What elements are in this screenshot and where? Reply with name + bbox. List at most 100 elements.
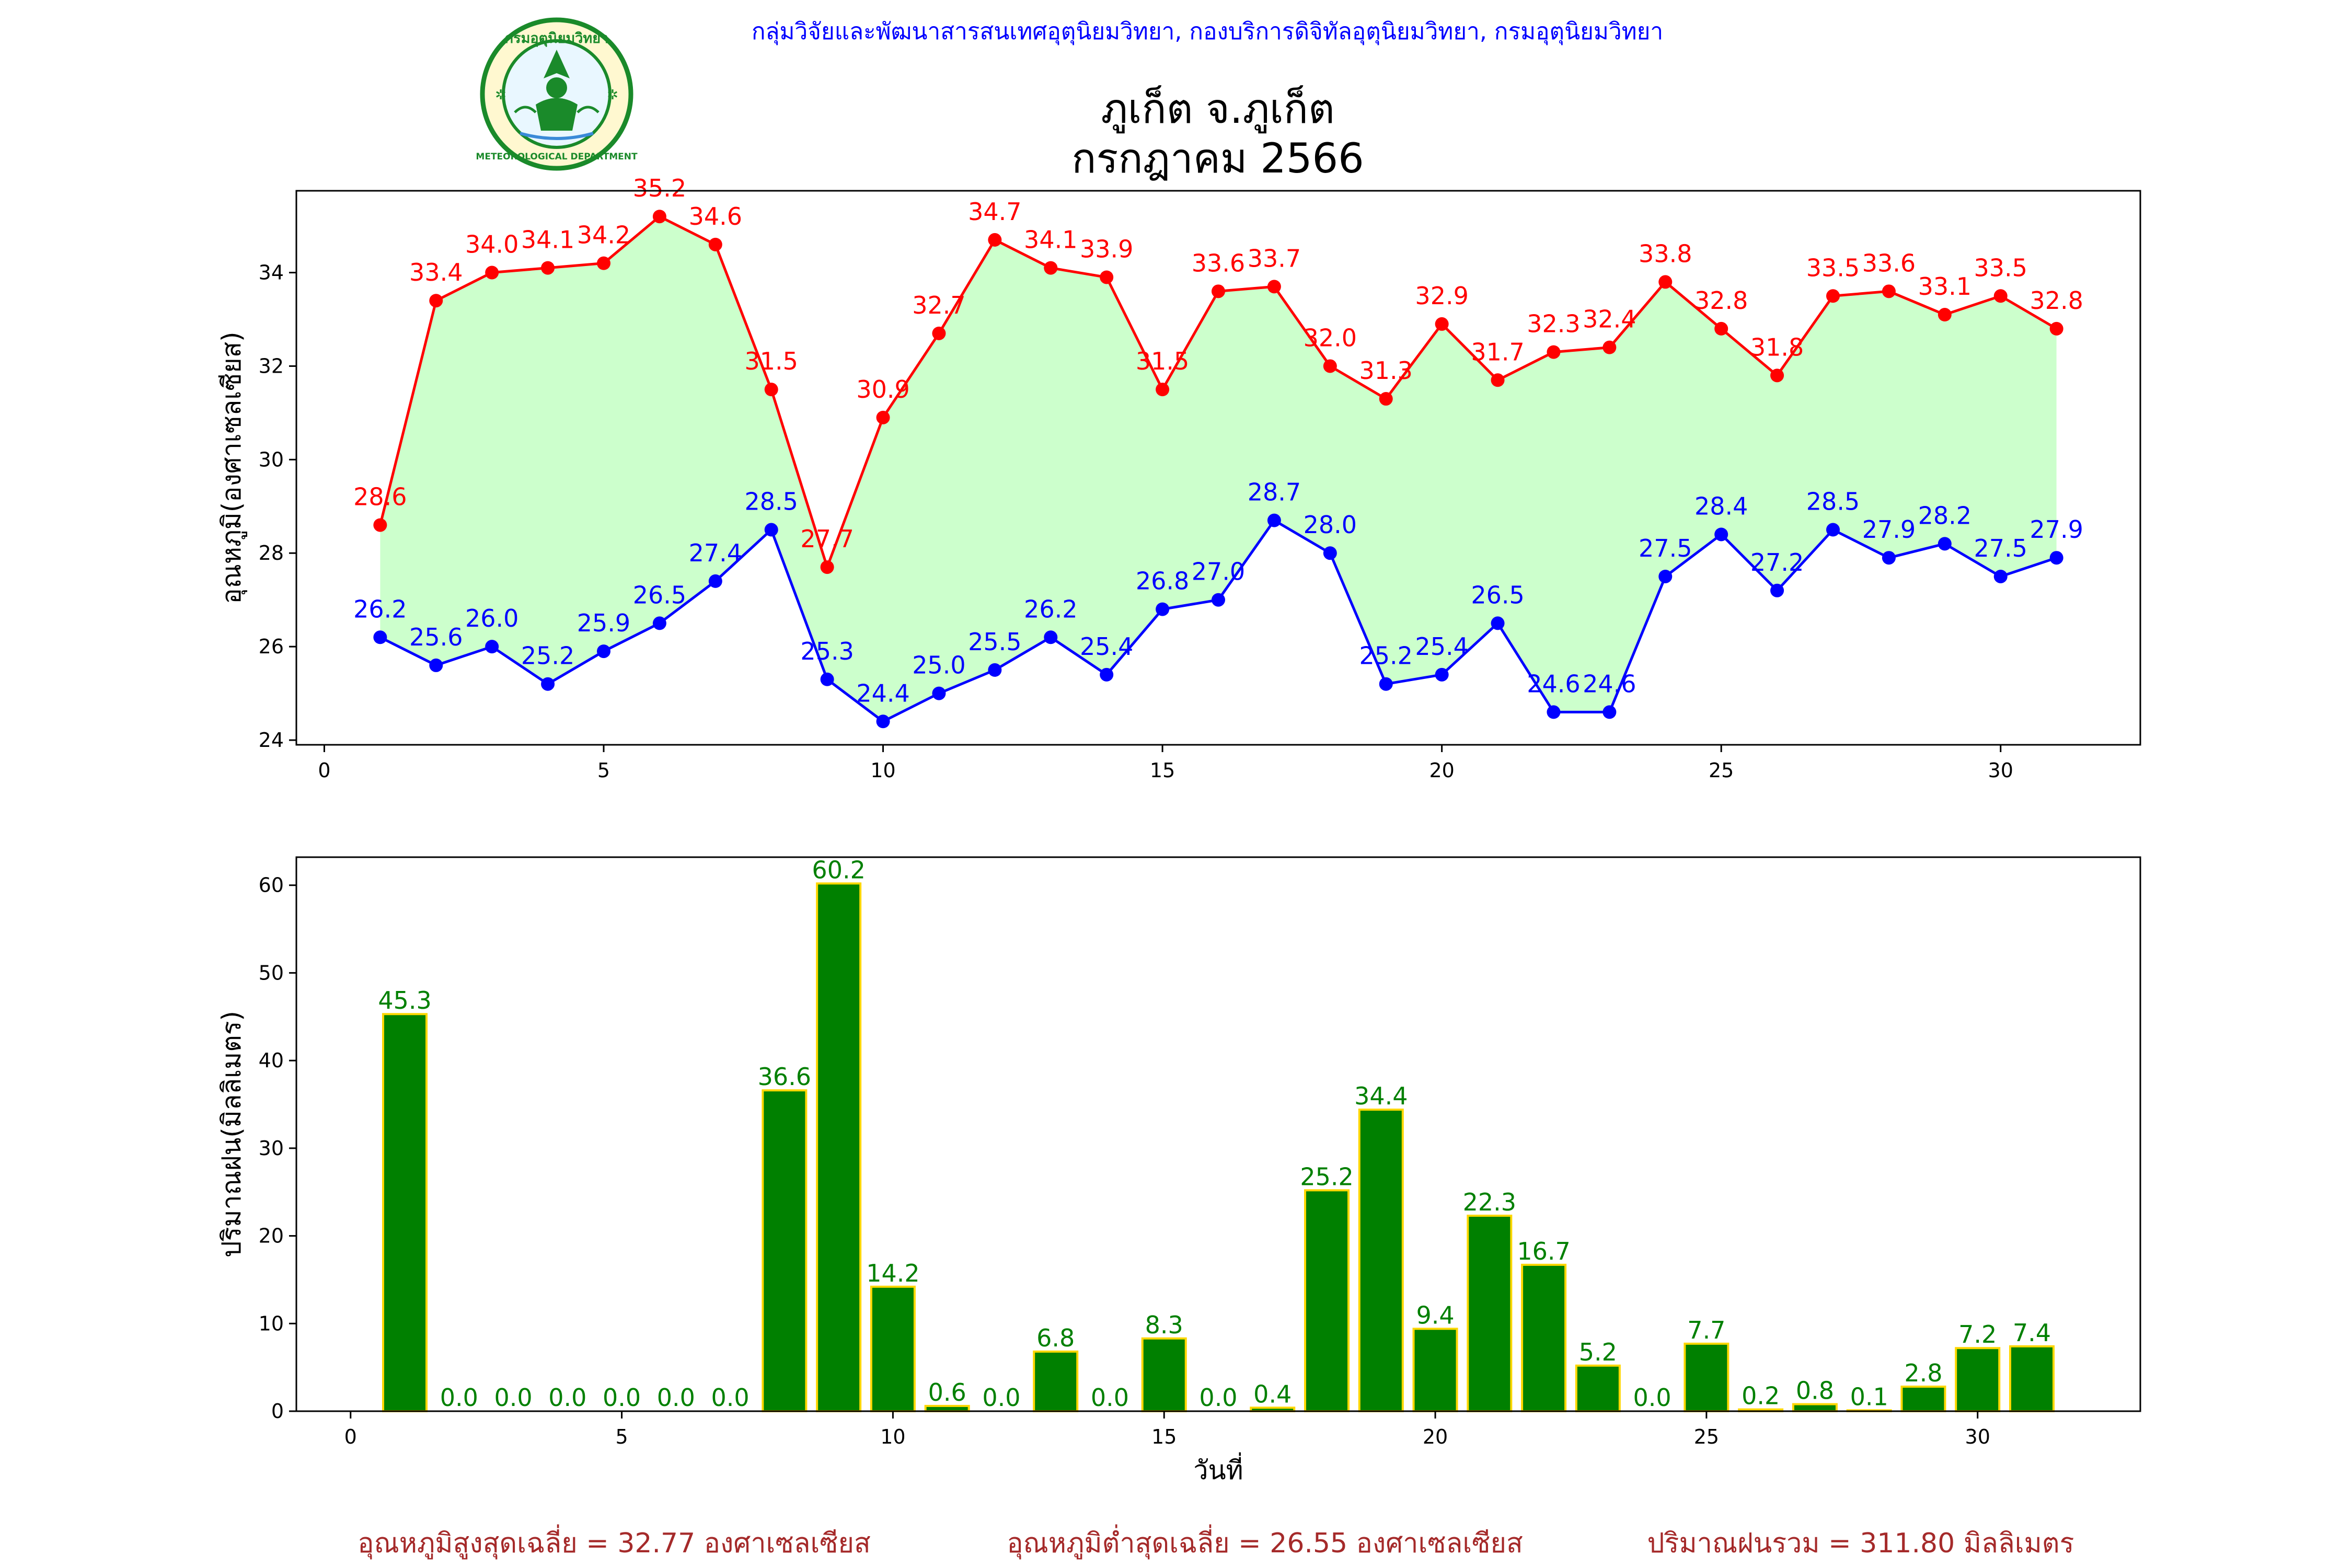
rain-bar [1900, 1386, 1946, 1413]
tmax-point [1658, 275, 1673, 289]
rain-bar [1304, 1189, 1350, 1413]
tmin-point [373, 630, 387, 644]
tmax-point [2049, 321, 2063, 336]
tmin-point [988, 663, 1002, 677]
tmax-data-label: 32.0 [1304, 324, 1357, 352]
rain-bar [924, 1404, 970, 1413]
tmin-data-label: 26.5 [1471, 581, 1524, 609]
tmax-point [1267, 280, 1281, 294]
tmin-point [1267, 513, 1281, 527]
rain-data-label: 25.2 [1300, 1162, 1353, 1191]
tmin-point [820, 672, 834, 686]
tmax-data-label: 34.1 [1024, 226, 1077, 254]
tmin-data-label: 26.2 [353, 595, 407, 623]
tmax-data-label: 33.6 [1862, 249, 1916, 277]
tmin-point [2049, 551, 2063, 565]
tmax-point [1212, 284, 1225, 298]
rain-data-label: 16.7 [1517, 1237, 1570, 1265]
rain-bar [1141, 1337, 1187, 1413]
tmax-data-label: 32.7 [912, 291, 965, 319]
y-tick-label: 28 [259, 541, 284, 564]
y-tick-label: 60 [259, 874, 284, 897]
x-tick-label: 15 [1151, 1425, 1177, 1448]
y-tick-label: 0 [271, 1400, 284, 1423]
tmax-data-label: 33.6 [1192, 249, 1245, 277]
rain-bar [762, 1089, 808, 1412]
tmin-point [1156, 602, 1170, 616]
tmin-data-label: 25.3 [800, 637, 854, 665]
x-tick-label: 30 [1965, 1425, 1990, 1448]
tmin-point [708, 574, 722, 588]
tmin-data-label: 25.2 [1359, 642, 1413, 670]
rain-data-label: 0.6 [928, 1378, 966, 1406]
rain-data-label: 0.1 [1850, 1382, 1888, 1411]
y-tick-label: 30 [259, 1137, 284, 1160]
tmax-point [597, 256, 610, 270]
tmin-data-label: 25.0 [912, 651, 965, 679]
tmax-point [1547, 345, 1561, 359]
y-tick-label: 10 [259, 1312, 284, 1335]
org-line: กลุ่มวิจัยและพัฒนาสารสนเทศอุตุนิยมวิทยา,… [752, 18, 1663, 45]
temperature-chart: 28.633.434.0 34.1 34.235.234.631.527.730.9… [216, 174, 2141, 782]
y-tick-label: 34 [259, 261, 284, 284]
rain-data-label: 5.2 [1579, 1338, 1617, 1366]
tmin-data-label: 27.5 [1974, 534, 2027, 562]
tmax-point [708, 237, 722, 251]
rain-data-label: 34.4 [1354, 1082, 1408, 1110]
tmin-data-label: 24.6 [1527, 670, 1580, 698]
tmax-data-label: 33.9 [1080, 235, 1133, 263]
tmin-data-label: 27.9 [1862, 515, 1916, 544]
tmin-point [764, 523, 778, 537]
tmin-point [1938, 537, 1952, 551]
tmax-point [876, 410, 890, 424]
svg-text:✲: ✲ [607, 87, 618, 103]
tmax-data-label: 32.8 [2030, 286, 2083, 315]
tmin-data-label: 26.8 [1136, 567, 1189, 595]
rain-bar [1684, 1342, 1730, 1413]
rain-bar [1033, 1350, 1079, 1413]
tmax-point [988, 233, 1002, 247]
tmax-point [1323, 359, 1337, 373]
tmin-point [1379, 677, 1393, 691]
x-tick-label: 25 [1709, 759, 1734, 782]
y-tick-label: 32 [259, 354, 284, 377]
tmax-point [1491, 373, 1505, 387]
tmax-point [1938, 308, 1952, 322]
tmax-data-label: 34.6 [689, 202, 742, 230]
tmax-data-label: 33.4 [409, 258, 463, 286]
tmax-point [1100, 270, 1114, 284]
rain-data-label: 7.4 [2013, 1319, 2051, 1347]
rain-data-label: 0.0 [1091, 1383, 1129, 1412]
tmin-point [1993, 569, 2008, 583]
temperature-range-fill [380, 216, 2057, 722]
tmin-point [1770, 583, 1784, 597]
rain-data-label: 2.8 [1904, 1359, 1942, 1387]
tmin-point [1658, 569, 1673, 583]
tmin-point [1826, 523, 1840, 537]
tmax-data-label: 31.7 [1471, 338, 1524, 366]
rain-data-label: 14.2 [866, 1259, 919, 1287]
tmax-data-label: 34.2 [577, 221, 630, 249]
rain-data-label: 0.0 [1199, 1383, 1237, 1412]
x-tick-label: 20 [1429, 759, 1454, 782]
rain-data-label: 0.0 [440, 1383, 478, 1412]
rainfall-y-axis-label: ปริมาณฝน(มิลลิเมตร) [216, 1011, 247, 1258]
rain-data-label: 8.3 [1145, 1311, 1183, 1339]
tmin-data-label: 26.2 [1024, 595, 1077, 623]
tmin-data-label: 26.0 [465, 604, 518, 632]
y-tick-label: 40 [259, 1049, 284, 1072]
y-tick-label: 30 [259, 448, 284, 471]
rain-data-label: 0.2 [1742, 1382, 1780, 1410]
temperature-plot-frame [295, 190, 2141, 746]
footer-total-rainfall: ปริมาณฝนรวม = 311.80 มิลลิเมตร [1647, 1528, 2074, 1559]
rain-bar [1955, 1347, 2001, 1412]
rain-bar [2009, 1345, 2055, 1412]
tmax-data-label: 33.5 [1974, 253, 2027, 282]
tmin-data-label: 28.5 [745, 488, 798, 516]
tmax-point [1882, 284, 1896, 298]
tmax-data-label: 34.7 [968, 198, 1021, 226]
rain-data-label: 9.4 [1416, 1301, 1454, 1329]
rain-data-label: 22.3 [1463, 1188, 1516, 1216]
tmin-data-label: 28.2 [1918, 501, 1971, 529]
